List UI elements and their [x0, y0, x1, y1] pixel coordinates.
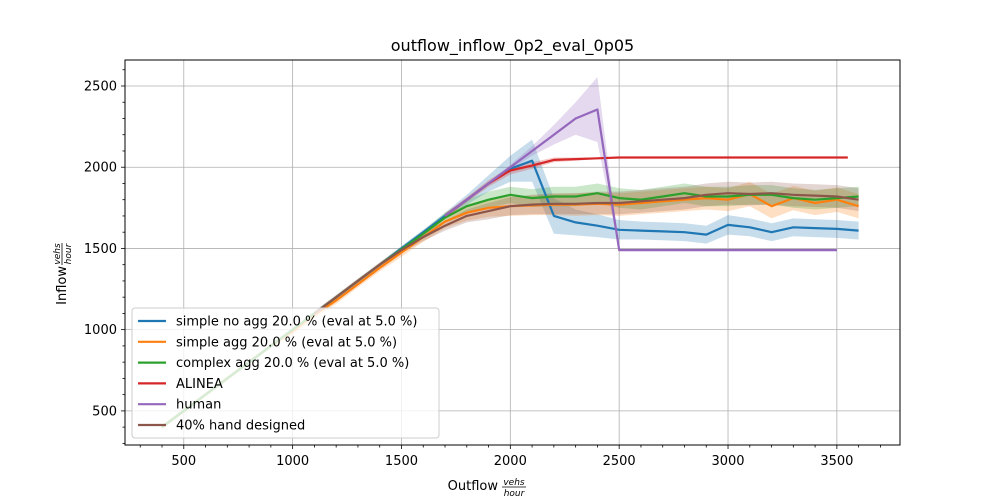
- x-tick-label: 2000: [494, 454, 527, 469]
- series-line-5: [313, 192, 859, 315]
- x-tick-label: 1000: [276, 454, 309, 469]
- x-unit-denominator: hour: [504, 489, 526, 499]
- legend-label-2: complex agg 20.0 % (eval at 5.0 %): [176, 356, 409, 371]
- series-line-3: [444, 156, 848, 217]
- legend-box: [131, 307, 440, 439]
- y-tick-label: 2500: [84, 79, 117, 94]
- x-tick-label: 2500: [603, 454, 636, 469]
- y-axis-title: Inflow vehs hour: [53, 242, 74, 304]
- y-unit-denominator: hour: [64, 242, 74, 264]
- y-tick-label: 1000: [84, 323, 117, 338]
- chart-title: outflow_inflow_0p2_eval_0p05: [391, 36, 634, 56]
- x-tick-label: 500: [171, 454, 196, 469]
- x-tick-label: 1500: [385, 454, 418, 469]
- y-tick-label: 2000: [84, 161, 117, 176]
- x-axis-title: Outflow vehs hour: [448, 478, 526, 499]
- x-unit-numerator: vehs: [503, 478, 525, 488]
- series-line-4: [444, 108, 837, 252]
- x-tick-label: 3500: [820, 454, 853, 469]
- legend-label-0: simple no agg 20.0 % (eval at 5.0 %): [176, 315, 417, 330]
- legend-label-1: simple agg 20.0 % (eval at 5.0 %): [176, 335, 397, 350]
- y-tick-label: 500: [92, 404, 117, 419]
- legend-label-5: 40% hand designed: [176, 419, 305, 434]
- legend: simple no agg 20.0 % (eval at 5.0 %) simp…: [131, 307, 440, 439]
- legend-label-4: human: [176, 398, 221, 413]
- y-tick-label: 1500: [84, 242, 117, 257]
- y-axis: 500 1000 1500 2000 2500: [84, 69, 125, 444]
- y-axis-label: Inflow: [55, 266, 70, 305]
- x-axis-label: Outflow: [448, 479, 499, 494]
- plot-frame: [124, 59, 901, 446]
- legend-label-3: ALINEA: [176, 377, 223, 392]
- x-tick-label: 3000: [711, 454, 744, 469]
- y-unit-numerator: vehs: [53, 243, 63, 265]
- x-axis: 500 1000 1500 2000 2500 3000 3500: [139, 445, 881, 469]
- series-band-1: [162, 181, 859, 430]
